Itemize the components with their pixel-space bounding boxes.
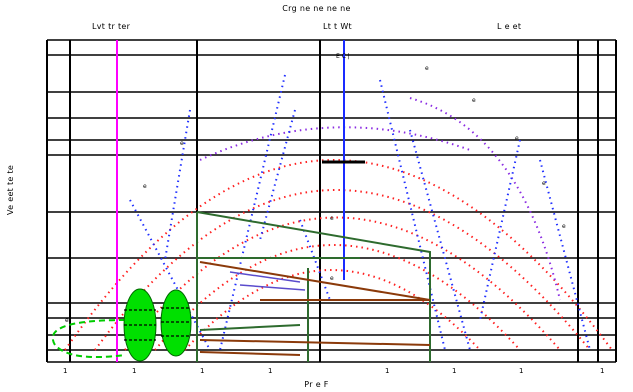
label-right: L e et	[497, 22, 522, 31]
annotation-right-3: e	[542, 180, 546, 187]
chart-title: Crg ne ne ne ne	[282, 4, 351, 13]
annotation-right-4: e	[562, 223, 566, 230]
annotation-center-1: e	[330, 215, 334, 222]
annotation-center-2: e	[330, 275, 334, 282]
label-mid: Lt t Wt	[323, 22, 352, 31]
x-axis-label: Pr e F	[304, 380, 329, 389]
annotation-right-2: e	[515, 135, 519, 142]
green-ellipses	[123, 288, 192, 362]
green-trapezoid	[196, 211, 431, 362]
green-dashed-curve	[51, 319, 126, 358]
label-left: Lvt tr ter	[92, 22, 131, 31]
red-dotted-arcs	[64, 159, 613, 351]
annotation-mid: e	[180, 140, 184, 147]
x-tick: 1	[132, 367, 137, 375]
x-tick: 1	[452, 367, 457, 375]
annotation-left-2: e	[65, 317, 69, 324]
annotation-top: E C |	[336, 53, 350, 60]
grid-vertical	[46, 40, 617, 362]
annotation-near-top: e	[425, 65, 429, 72]
blue-dotted-lines	[129, 74, 591, 351]
x-tick: 1	[200, 367, 205, 375]
brown-lines	[199, 261, 431, 356]
x-tick: 1	[268, 367, 273, 375]
annotation-left-1: e	[143, 183, 147, 190]
x-tick: 1	[385, 367, 390, 375]
x-tick: 1	[600, 367, 605, 375]
x-tick: 1	[63, 367, 68, 375]
y-axis-label: Ve eet te te	[6, 164, 15, 215]
annotation-right-1: e	[472, 97, 476, 104]
purple-dotted-arcs	[199, 97, 561, 301]
x-tick: 1	[519, 367, 524, 375]
